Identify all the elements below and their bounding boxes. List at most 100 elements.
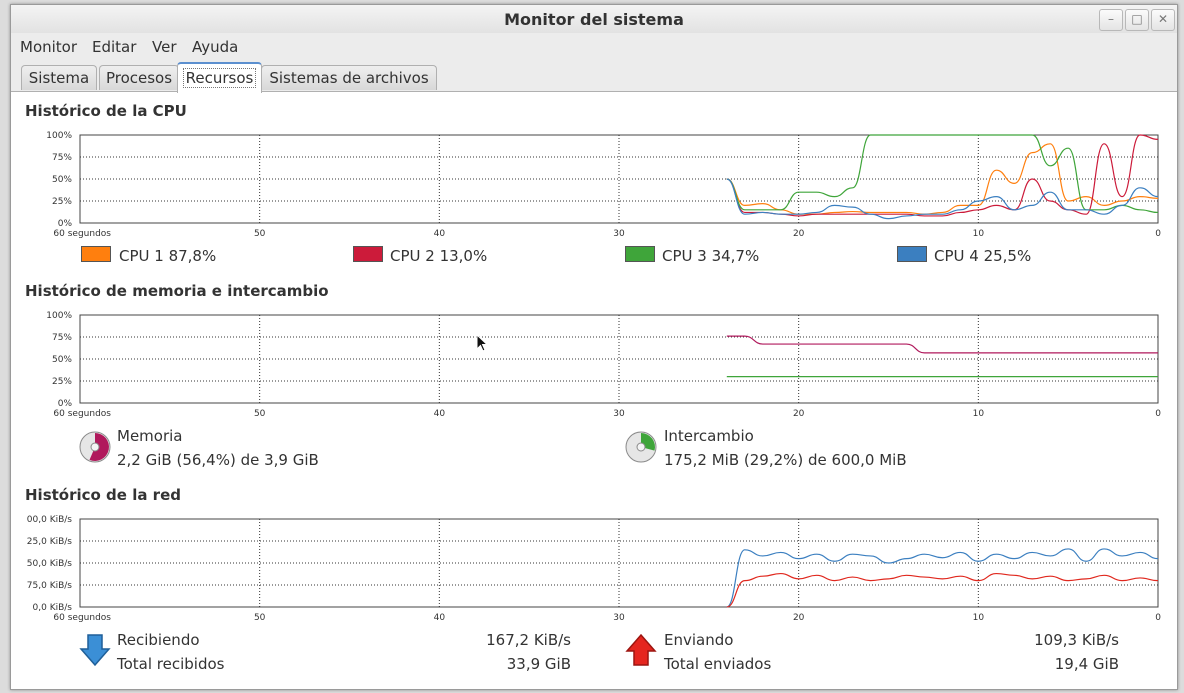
tab-sistema[interactable]: Sistema [21, 65, 97, 90]
tab-sistemas-de-archivos-label: Sistemas de archivos [269, 69, 429, 87]
memory-grid [79, 314, 1159, 404]
tab-recursos-label: Recursos [182, 68, 257, 88]
cpu-series-2-line [726, 134, 1159, 217]
memory-y-tick-label: 50% [52, 355, 72, 365]
receiving-arrow-icon[interactable] [79, 633, 111, 667]
network-x-tick-label: 60 segundos [53, 613, 111, 623]
total-sent-value: 19,4 GiB [1054, 655, 1119, 673]
memory-x-tick-label: 50 [254, 409, 266, 419]
cpu-plot-frame [79, 134, 1159, 224]
cpu-y-tick-label: 100% [46, 131, 72, 141]
memory-plot-frame [79, 314, 1159, 404]
tab-procesos[interactable]: Procesos [99, 65, 179, 90]
network-x-tick-label: 40 [434, 613, 446, 623]
cpu-y-tick-label: 25% [52, 197, 72, 207]
memory-y-tick-label: 25% [52, 377, 72, 387]
receiving-label: Recibiendo [117, 631, 200, 649]
memory-x-tick-label: 10 [973, 409, 985, 419]
cpu-section-title: Histórico de la CPU [25, 102, 187, 120]
network-y-tick-label: 00,0 KiB/s [27, 515, 73, 525]
cpu-grid [79, 134, 1159, 224]
network-x-tick-label: 0 [1155, 613, 1161, 623]
tab-sistemas-de-archivos[interactable]: Sistemas de archivos [261, 65, 437, 90]
cpu-x-tick-label: 30 [613, 229, 625, 239]
network-x-tick-label: 30 [613, 613, 625, 623]
cpu-y-tick-label: 75% [52, 153, 72, 163]
memory-x-tick-label: 60 segundos [53, 409, 111, 419]
cpu-x-tick-label: 10 [973, 229, 985, 239]
maximize-button[interactable]: □ [1125, 9, 1149, 31]
memory-value: 2,2 GiB (56,4%) de 3,9 GiB [117, 451, 319, 469]
title-bar[interactable]: Monitor del sistema – □ ✕ [11, 5, 1177, 33]
memory-pie-icon[interactable] [79, 431, 111, 463]
tab-sistema-label: Sistema [28, 69, 90, 87]
cpu-history-chart: 100% 75% 50% 25% 0%60 segundos 50 40 30 20 10 0 [46, 131, 1161, 239]
network-y-tick-label: 0,0 KiB/s [33, 603, 73, 613]
close-button[interactable]: ✕ [1151, 9, 1175, 31]
menu-editar[interactable]: Editar [92, 38, 137, 56]
network-y-tick-label: 50,0 KiB/s [27, 559, 73, 569]
receiving-rate: 167,2 KiB/s [486, 631, 571, 649]
total-sent-label: Total enviados [664, 655, 772, 673]
cpu-y-tick-label: 0% [58, 219, 73, 229]
memory-x-tick-label: 0 [1155, 409, 1161, 419]
menu-monitor[interactable]: Monitor [20, 38, 78, 56]
network-series-2-line [726, 572, 1159, 608]
cpu1-legend-label: CPU 1 87,8% [119, 247, 217, 265]
sending-rate: 109,3 KiB/s [1034, 631, 1119, 649]
cpu4-color-swatch[interactable] [897, 246, 927, 262]
memory-series-1-line [726, 335, 1158, 354]
memory-x-tick-label: 30 [613, 409, 625, 419]
window-title: Monitor del sistema [504, 10, 684, 29]
swap-label: Intercambio [664, 427, 754, 445]
sending-arrow-icon[interactable] [625, 633, 657, 667]
network-section-title: Histórico de la red [25, 486, 181, 504]
network-series-1-line [726, 548, 1159, 608]
cpu-x-tick-label: 0 [1155, 229, 1161, 239]
network-y-tick-label: 25,0 KiB/s [27, 537, 73, 547]
mouse-pointer-icon [476, 333, 489, 352]
tab-strip: Sistema Procesos Recursos Sistemas de ar… [11, 61, 1177, 93]
memory-pie-center [90, 442, 100, 452]
cpu1-color-swatch[interactable] [81, 246, 111, 262]
network-y-tick-label: 75,0 KiB/s [27, 581, 73, 591]
sending-label: Enviando [664, 631, 734, 649]
menu-ayuda[interactable]: Ayuda [192, 38, 239, 56]
memory-x-tick-label: 20 [793, 409, 805, 419]
swap-pie-icon[interactable] [625, 431, 657, 463]
cpu-x-tick-label: 50 [254, 229, 266, 239]
cpu-series-4-line [726, 178, 1159, 220]
total-received-value: 33,9 GiB [506, 655, 571, 673]
cpu-x-tick-label: 40 [434, 229, 446, 239]
cpu2-legend-label: CPU 2 13,0% [390, 247, 488, 265]
cpu-x-tick-label: 20 [793, 229, 805, 239]
network-history-chart: 00,0 KiB/s25,0 KiB/s50,0 KiB/s75,0 KiB/s… [27, 515, 1161, 623]
tab-procesos-label: Procesos [105, 69, 173, 87]
network-x-tick-label: 20 [793, 613, 805, 623]
total-received-label: Total recibidos [117, 655, 225, 673]
memory-y-tick-label: 75% [52, 333, 72, 343]
swap-pie-center [636, 442, 646, 452]
memory-section-title: Histórico de memoria e intercambio [25, 282, 329, 300]
system-monitor-window: Monitor del sistema – □ ✕ Monitor Editar… [10, 4, 1178, 690]
network-grid [79, 518, 1159, 608]
minimize-button[interactable]: – [1099, 9, 1123, 31]
memory-label: Memoria [117, 427, 183, 445]
network-x-tick-label: 50 [254, 613, 266, 623]
network-x-tick-label: 10 [973, 613, 985, 623]
cpu-x-tick-label: 60 segundos [53, 229, 111, 239]
cpu3-color-swatch[interactable] [625, 246, 655, 262]
cpu3-legend-label: CPU 3 34,7% [662, 247, 760, 265]
memory-y-tick-label: 0% [58, 399, 73, 409]
memory-y-tick-label: 100% [46, 311, 72, 321]
memory-x-tick-label: 40 [434, 409, 446, 419]
cpu-y-tick-label: 50% [52, 175, 72, 185]
menu-bar: Monitor Editar Ver Ayuda [11, 33, 1177, 61]
cpu2-color-swatch[interactable] [353, 246, 383, 262]
menu-ver[interactable]: Ver [152, 38, 177, 56]
cpu4-legend-label: CPU 4 25,5% [934, 247, 1032, 265]
memory-history-chart: 100% 75% 50% 25% 0%60 segundos 50 40 30 20 10 0 [46, 311, 1161, 419]
tab-recursos[interactable]: Recursos [177, 62, 262, 93]
network-plot-frame [79, 518, 1159, 608]
swap-value: 175,2 MiB (29,2%) de 600,0 MiB [664, 451, 907, 469]
